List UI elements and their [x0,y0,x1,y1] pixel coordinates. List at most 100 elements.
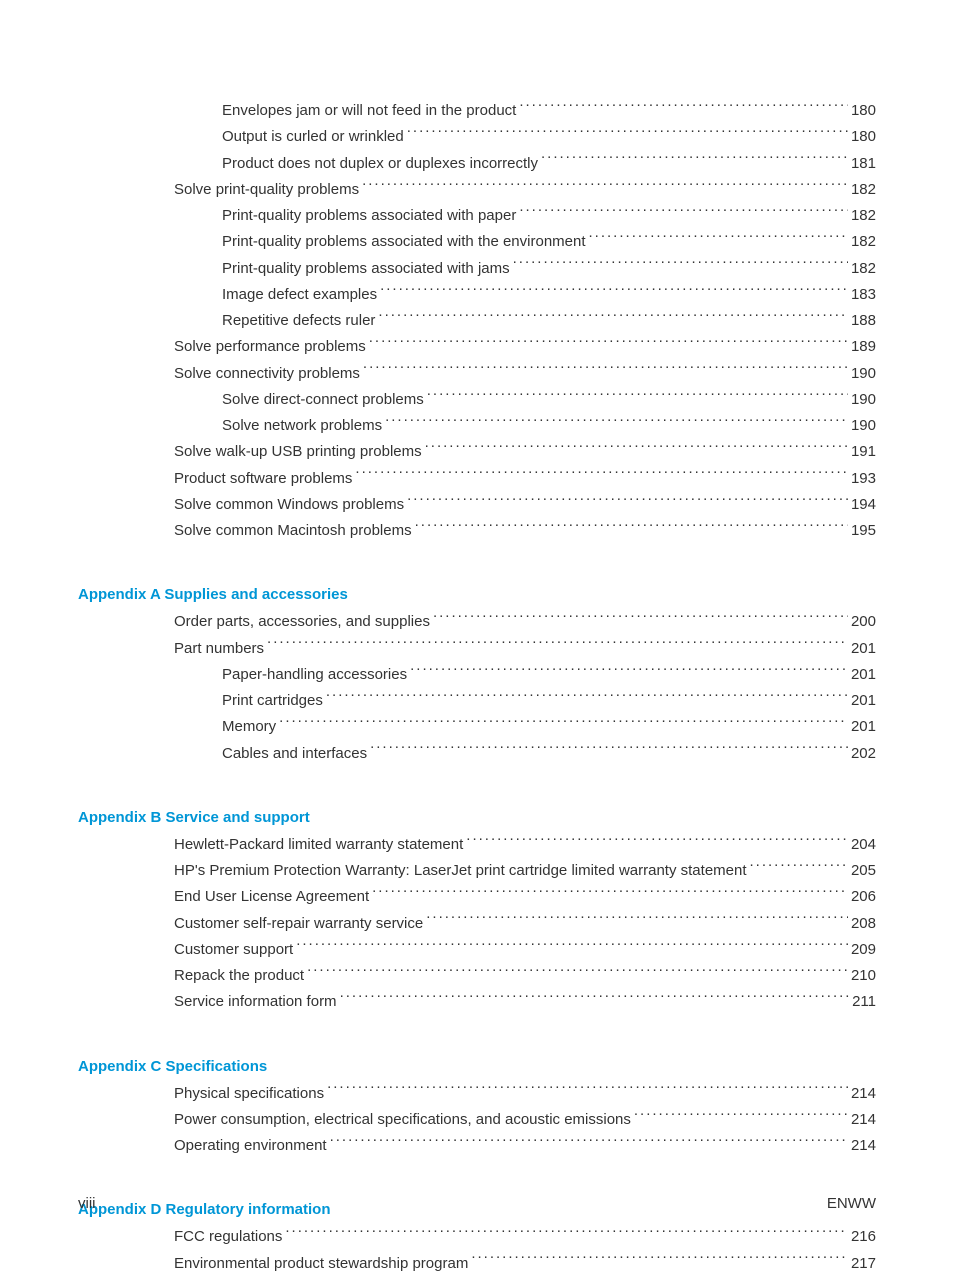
toc-entry: Print-quality problems associated with t… [78,229,876,255]
toc-entry-label: Repetitive defects ruler [222,308,375,334]
toc-leader-dots [330,1135,848,1150]
toc-leader-dots [355,468,848,483]
toc-entry: Part numbers 201 [78,636,876,662]
toc-entry-page: 208 [851,911,876,937]
toc-leader-dots [407,126,848,141]
toc-entry: Environmental product stewardship progra… [78,1251,876,1277]
toc-entry-label: Hewlett-Packard limited warranty stateme… [174,832,463,858]
toc-leader-dots [589,231,848,246]
toc-entry-page: 189 [851,334,876,360]
toc-leader-dots [407,494,848,509]
toc-entry: Envelopes jam or will not feed in the pr… [78,98,876,124]
toc-leader-dots [369,336,848,351]
toc-entry-label: Print-quality problems associated with p… [222,203,516,229]
toc-entry: Product does not duplex or duplexes inco… [78,151,876,177]
footer-locale: ENWW [827,1195,876,1212]
toc-entry-page: 182 [851,177,876,203]
toc-entry-label: Part numbers [174,636,264,662]
toc-entry-label: Service information form [174,989,337,1015]
toc-leader-dots [513,258,848,273]
toc-entry-page: 200 [851,609,876,635]
toc-entry: End User License Agreement 206 [78,884,876,910]
toc-entry-page: 202 [851,741,876,767]
toc-entry-label: Solve connectivity problems [174,361,360,387]
toc-entry-page: 216 [851,1224,876,1250]
toc-entry: Solve connectivity problems 190 [78,361,876,387]
toc-entry-page: 190 [851,361,876,387]
toc-entry: Service information form 211 [78,989,876,1015]
toc-leader-dots [385,415,848,430]
toc-entry-page: 204 [851,832,876,858]
toc-leader-dots [267,638,848,653]
toc-entry: Power consumption, electrical specificat… [78,1107,876,1133]
toc-leader-dots [378,310,848,325]
toc-entry-label: Solve common Macintosh problems [174,518,412,544]
toc-leader-dots [433,611,848,626]
toc-entry-page: 180 [851,124,876,150]
toc-entry: Order parts, accessories, and supplies 2… [78,609,876,635]
toc-entry-label: Solve performance problems [174,334,366,360]
toc-entry: Repack the product 210 [78,963,876,989]
toc-leader-dots [285,1226,848,1241]
toc-leader-dots [426,913,848,928]
toc-entry: HP's Premium Protection Warranty: LaserJ… [78,858,876,884]
toc-leader-dots [519,205,848,220]
toc-entry-page: 205 [851,858,876,884]
toc-entry-page: 195 [851,518,876,544]
toc-leader-dots [370,743,848,758]
toc-entry: Print cartridges 201 [78,688,876,714]
toc-entry-page: 181 [851,151,876,177]
toc-entry-page: 201 [851,636,876,662]
toc-entry-page: 214 [851,1107,876,1133]
toc-leader-dots [362,179,848,194]
toc-entry-page: 210 [851,963,876,989]
toc-entry: Product software problems 193 [78,466,876,492]
toc-entry: Solve network problems 190 [78,413,876,439]
toc-entry: Cables and interfaces 202 [78,741,876,767]
toc-entry: Solve print-quality problems 182 [78,177,876,203]
toc-leader-dots [279,716,848,731]
page-content: Envelopes jam or will not feed in the pr… [0,0,954,1277]
toc-entry-page: 211 [852,989,876,1015]
toc-entry-label: Power consumption, electrical specificat… [174,1107,631,1133]
toc-entry-label: Solve direct-connect problems [222,387,424,413]
toc-leader-dots [415,520,848,535]
toc-entry-label: Print-quality problems associated with j… [222,256,510,282]
toc-entry-page: 182 [851,203,876,229]
toc-leader-dots [296,939,848,954]
toc-entry: Solve walk-up USB printing problems 191 [78,439,876,465]
toc-leader-dots [326,690,848,705]
toc-entry-label: Customer support [174,937,293,963]
toc-entry-page: 201 [851,688,876,714]
table-of-contents: Envelopes jam or will not feed in the pr… [78,98,876,1277]
toc-entry-label: Memory [222,714,276,740]
toc-entry-page: 217 [851,1251,876,1277]
toc-entry-label: End User License Agreement [174,884,369,910]
toc-leader-dots [425,441,848,456]
toc-entry-label: Solve network problems [222,413,382,439]
toc-entry-page: 201 [851,714,876,740]
toc-entry-label: Cables and interfaces [222,741,367,767]
toc-entry-page: 209 [851,937,876,963]
toc-entry-label: Solve print-quality problems [174,177,359,203]
section-heading: Appendix B Service and support [78,809,876,826]
toc-leader-dots [340,991,850,1006]
toc-entry-label: Print cartridges [222,688,323,714]
toc-entry-page: 182 [851,229,876,255]
toc-entry: Paper-handling accessories 201 [78,662,876,688]
toc-leader-dots [634,1109,848,1124]
toc-entry-label: Repack the product [174,963,304,989]
toc-entry: Memory 201 [78,714,876,740]
toc-leader-dots [307,965,848,980]
toc-entry-page: 190 [851,387,876,413]
toc-entry-label: Image defect examples [222,282,377,308]
footer-page-number: viii [78,1195,96,1212]
toc-entry-label: Physical specifications [174,1081,324,1107]
toc-entry-label: Product does not duplex or duplexes inco… [222,151,538,177]
toc-entry: Image defect examples 183 [78,282,876,308]
toc-entry-page: 190 [851,413,876,439]
toc-entry: FCC regulations 216 [78,1224,876,1250]
toc-entry-label: Print-quality problems associated with t… [222,229,586,255]
toc-entry-label: Paper-handling accessories [222,662,407,688]
toc-entry: Repetitive defects ruler 188 [78,308,876,334]
